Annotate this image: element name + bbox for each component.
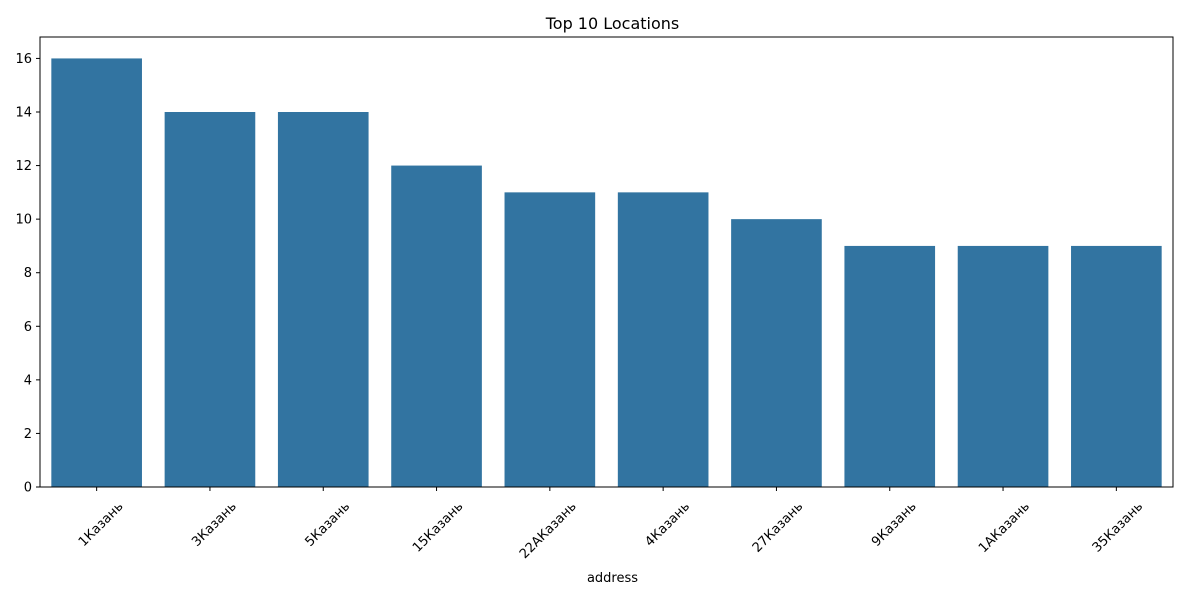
bar-8 <box>844 245 936 487</box>
x-tick-label: 27Казань <box>750 499 806 555</box>
x-tick-label: 22АКазань <box>517 499 580 562</box>
y-tick-label: 0 <box>24 481 32 496</box>
y-tick-label: 4 <box>24 373 32 388</box>
x-axis: 1Казань 3Казань 5Казань 15Казань 22АКазань 4К… <box>76 487 1146 562</box>
x-tick-label: 9Казань <box>869 499 920 550</box>
bar-4 <box>391 165 482 488</box>
y-tick-label: 6 <box>24 320 32 335</box>
bar-3 <box>277 112 369 487</box>
bar-5 <box>504 192 596 487</box>
x-tick-label: 15Казань <box>410 499 466 555</box>
y-tick-label: 16 <box>15 52 32 67</box>
y-axis: 0 2 4 6 8 10 12 14 16 <box>15 52 40 496</box>
bar-1 <box>51 58 142 488</box>
y-tick-label: 10 <box>15 213 32 228</box>
x-tick-label: 35Казань <box>1090 499 1146 555</box>
y-tick-label: 2 <box>24 427 32 442</box>
bar-7 <box>731 219 822 487</box>
bar-6 <box>617 192 709 487</box>
plot-frame <box>39 36 1174 488</box>
x-tick-label: 1Казань <box>76 499 127 550</box>
x-axis-title: address <box>587 571 638 586</box>
x-tick-label: 3Казань <box>189 499 240 550</box>
bar-10 <box>1071 245 1162 487</box>
bar-2 <box>164 112 256 487</box>
chart-title: Top 10 Locations <box>545 14 680 33</box>
x-tick-label: 4Казань <box>642 499 693 550</box>
bar-9 <box>957 245 1049 487</box>
x-tick-label: 1АКазань <box>976 499 1033 556</box>
y-tick-label: 14 <box>15 106 32 121</box>
x-tick-label: 5Казань <box>303 499 354 550</box>
bars-group <box>51 58 1162 488</box>
y-tick-label: 12 <box>15 159 32 174</box>
y-tick-label: 8 <box>24 266 32 281</box>
